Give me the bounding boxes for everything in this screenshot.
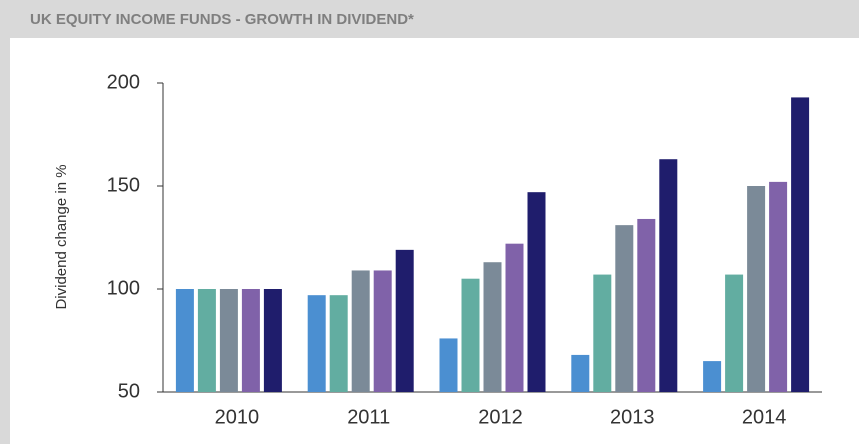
bar xyxy=(571,354,590,392)
bar xyxy=(747,186,766,392)
x-tick-label: 2013 xyxy=(610,406,655,428)
header-band xyxy=(0,0,859,38)
y-tick-label: 150 xyxy=(107,174,140,196)
bar xyxy=(483,262,502,392)
bar xyxy=(197,289,216,392)
x-tick-label: 2012 xyxy=(478,406,523,428)
bar xyxy=(395,249,414,392)
bar xyxy=(725,274,744,392)
bar xyxy=(791,97,810,393)
bar xyxy=(307,295,326,392)
bar xyxy=(659,159,678,392)
bar xyxy=(615,225,634,392)
y-axis-label: Dividend change in % xyxy=(53,164,70,309)
x-tick-label: 2011 xyxy=(347,406,390,428)
y-tick-label: 50 xyxy=(118,380,140,402)
bar xyxy=(527,192,546,392)
bar xyxy=(329,295,348,392)
chart-title: UK EQUITY INCOME FUNDS - GROWTH IN DIVID… xyxy=(30,11,414,28)
bar xyxy=(351,270,370,392)
bar xyxy=(241,289,260,392)
bar xyxy=(703,361,722,392)
bar xyxy=(769,181,788,392)
bar xyxy=(219,289,238,392)
left-border xyxy=(0,38,10,444)
bar xyxy=(461,278,480,392)
y-tick-label: 100 xyxy=(107,277,140,299)
bar xyxy=(175,289,194,392)
bar xyxy=(373,270,392,392)
bar xyxy=(505,243,524,392)
bar xyxy=(637,218,656,392)
y-tick-label: 200 xyxy=(107,71,140,93)
bar xyxy=(593,274,612,392)
bar xyxy=(263,289,282,392)
x-tick-label: 2010 xyxy=(215,406,260,428)
x-tick-label: 2014 xyxy=(742,406,787,428)
bar xyxy=(439,338,458,392)
